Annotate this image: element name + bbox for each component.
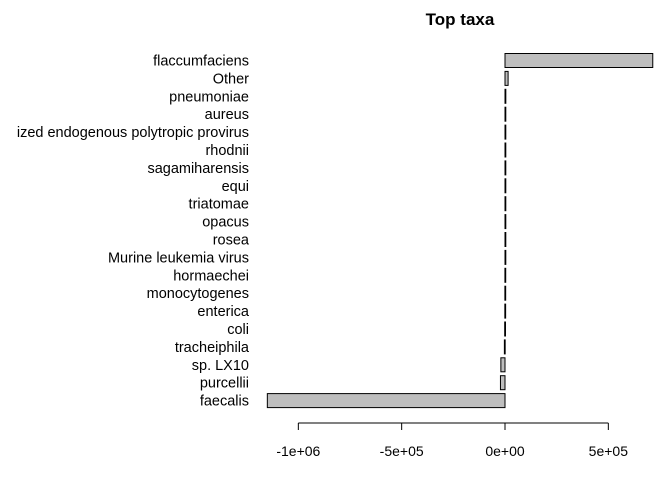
category-label: flaccumfaciens [153,54,249,70]
category-label: hormaechei [173,268,249,284]
category-label: monocytogenes [147,286,249,302]
bar-aureus [504,106,507,122]
category-label: tracheiphila [175,340,250,356]
bar-other [504,70,509,86]
x-tick-label: -5e+05 [380,443,424,459]
bar-sagamiharensis [504,160,507,176]
bars-group [266,53,654,409]
category-label: equi [222,179,249,195]
category-label: rhodnii [205,143,249,159]
bar-ized-endogenous-polytropic-provirus [504,124,507,140]
bar-coli [504,321,506,337]
category-label: sp. LX10 [192,358,249,374]
chart-title: Top taxa [426,10,495,29]
bar-sp-lx10 [500,357,506,373]
bar-flaccumfaciens [504,53,654,68]
bar-triatomae [504,196,507,212]
category-label: Other [213,71,249,87]
category-label: aureus [205,107,249,123]
bar-equi [504,178,507,194]
bar-rhodnii [504,142,507,158]
bar-pneumoniae [504,88,507,104]
bar-monocytogenes [504,285,507,301]
category-label: pneumoniae [169,89,249,105]
x-tick-label: 0e+00 [485,443,525,459]
category-label: opacus [202,215,249,231]
bar-faecalis [266,393,506,409]
category-label: ized endogenous polytropic provirus [17,125,249,141]
bar-rosea [504,232,507,247]
category-label: triatomae [189,197,249,213]
category-label: coli [227,322,249,338]
bar-enterica [504,303,507,319]
category-label: faecalis [200,394,249,410]
x-tick-label: -1e+06 [276,443,320,459]
category-label: sagamiharensis [147,161,249,177]
category-label: rosea [213,233,250,249]
bar-hormaechei [504,267,507,283]
bar-opacus [504,214,507,230]
x-tick-label: 5e+05 [589,443,629,459]
bar-purcellii [499,375,506,391]
category-label: purcellii [200,376,249,392]
bar-murine-leukemia-virus [504,249,507,265]
category-label: enterica [197,304,250,320]
category-label: Murine leukemia virus [108,250,249,266]
bar-tracheiphila [503,339,506,355]
x-axis: -1e+06 -5e+05 0e+00 5e+05 [276,422,629,459]
